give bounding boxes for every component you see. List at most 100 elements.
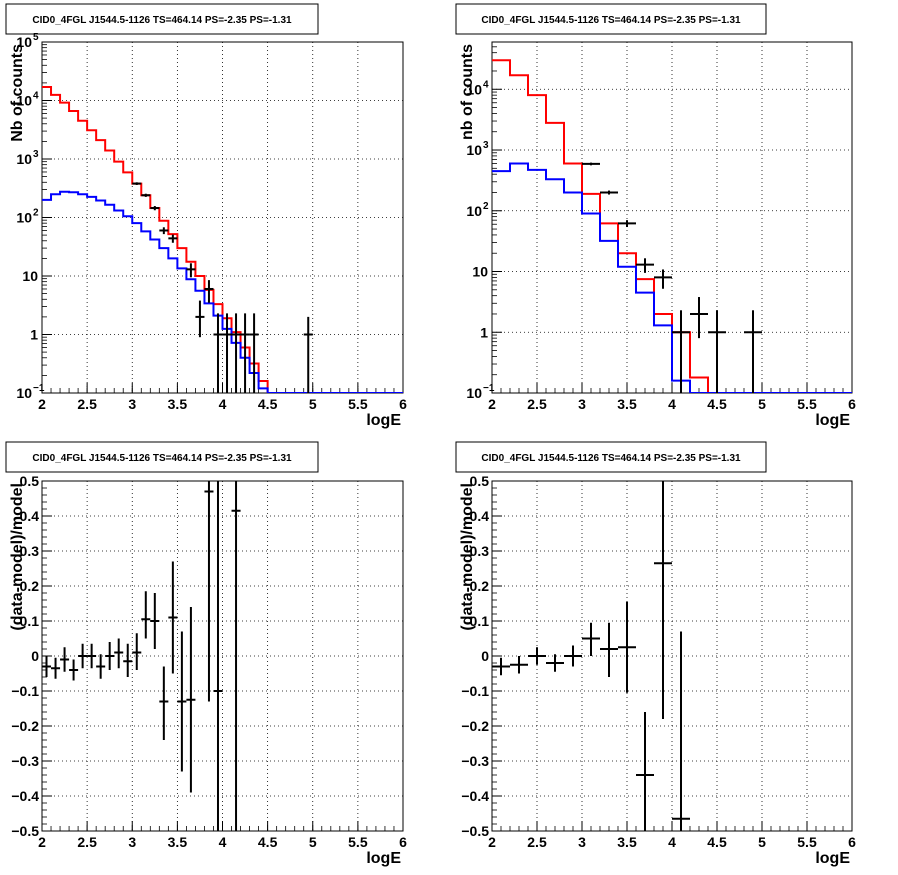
- chart-title-box: [5, 3, 319, 35]
- y-tick-exponent: 2: [483, 201, 489, 212]
- y-tick-label: −0.2: [461, 718, 489, 734]
- y-tick-label: −0.1: [11, 683, 39, 699]
- x-tick-label: 4.5: [258, 834, 278, 850]
- residual-point: [636, 712, 654, 831]
- x-tick-label: 2: [488, 396, 496, 412]
- y-tick-exponent: 3: [33, 149, 39, 160]
- x-tick-label: 5: [309, 396, 317, 412]
- x-tick-label: 2.5: [527, 396, 547, 412]
- y-tick-label: 10: [16, 151, 32, 167]
- y-tick-label: 1: [480, 324, 488, 340]
- y-tick-label: −0.5: [11, 823, 39, 839]
- x-tick-label: 4: [668, 396, 676, 412]
- residual-point: [159, 666, 169, 740]
- x-tick-label: 5: [758, 396, 766, 412]
- residual-point: [69, 659, 79, 681]
- data-point: [744, 310, 762, 393]
- data-point: [618, 220, 636, 228]
- y-tick-label: 10: [16, 210, 32, 226]
- y-tick-label: 10: [472, 264, 488, 280]
- y-tick-label: 0.1: [20, 613, 40, 629]
- y-tick-label: 0.4: [20, 508, 40, 524]
- chart-title: CID0_4FGL J1544.5-1126 TS=464.14 PS=-2.3…: [481, 453, 741, 464]
- x-tick-label: 4.5: [258, 396, 278, 412]
- chart-title: CID0_4FGL J1544.5-1126 TS=464.14 PS=-2.3…: [481, 15, 741, 26]
- residual-point: [60, 647, 70, 672]
- residual-point: [564, 645, 582, 667]
- y-tick-label: 1: [30, 327, 38, 343]
- data-point: [654, 269, 672, 289]
- y-tick-label: −0.1: [461, 683, 489, 699]
- residual-point: [168, 561, 178, 674]
- x-tick-label: 2: [38, 396, 46, 412]
- data-point: [600, 190, 618, 195]
- residual-point: [528, 647, 546, 665]
- data-point: [240, 313, 250, 393]
- y-axis-label: Nb of counts: [9, 44, 26, 142]
- y-tick-exponent: −1: [33, 383, 45, 394]
- data-point: [672, 310, 690, 393]
- residual-point: [654, 481, 672, 719]
- y-tick-exponent: 4: [483, 79, 489, 90]
- y-tick-label: −0.3: [461, 753, 489, 769]
- y-axis-label: nb of counts: [459, 44, 476, 140]
- residual-point: [231, 481, 241, 831]
- chart-panel-2: CID0_4FGL J1544.5-1126 TS=464.14 PS=-2.3…: [455, 3, 856, 429]
- y-tick-label: 0: [31, 648, 39, 664]
- chart-title-box: [455, 441, 767, 473]
- residual-point: [204, 481, 214, 702]
- y-tick-exponent: −1: [483, 383, 495, 394]
- residual-point: [96, 654, 106, 679]
- x-tick-label: 3: [578, 396, 586, 412]
- data-point: [195, 300, 205, 338]
- y-tick-label: 10: [16, 93, 32, 109]
- x-tick-label: 4: [219, 834, 227, 850]
- residual-point: [150, 593, 160, 649]
- residual-point: [42, 656, 52, 677]
- x-tick-label: 2: [488, 834, 496, 850]
- x-tick-label: 4: [219, 396, 227, 412]
- residual-point: [78, 643, 88, 669]
- x-tick-label: 3.5: [168, 396, 188, 412]
- y-tick-label: −0.5: [461, 823, 489, 839]
- y-tick-label: 10: [466, 142, 482, 158]
- plot-area: [492, 59, 852, 393]
- residual-point: [546, 654, 564, 672]
- y-tick-label: −0.2: [11, 718, 39, 734]
- chart-title: CID0_4FGL J1544.5-1126 TS=464.14 PS=-2.3…: [32, 453, 292, 464]
- data-point: [204, 280, 214, 303]
- y-axis-label: (data-model)/model: [9, 483, 26, 631]
- x-tick-label: 2: [38, 834, 46, 850]
- x-tick-label: 3: [578, 834, 586, 850]
- y-tick-label: 0.2: [470, 578, 490, 594]
- data-point: [231, 313, 241, 393]
- y-tick-exponent: 3: [483, 140, 489, 151]
- y-tick-label: 0.5: [470, 473, 490, 489]
- y-tick-label: 10: [16, 385, 32, 401]
- x-axis-label: logE: [366, 850, 401, 867]
- histogram-series-2: [42, 190, 403, 393]
- histogram-series-1: [42, 86, 403, 393]
- residual-point: [672, 631, 690, 831]
- chart-panel-3: CID0_4FGL J1544.5-1126 TS=464.14 PS=-2.3…: [5, 441, 407, 867]
- data-point: [186, 263, 196, 278]
- x-tick-label: 3.5: [168, 834, 188, 850]
- data-point: [636, 258, 654, 273]
- x-tick-label: 6: [848, 396, 856, 412]
- residual-point: [132, 633, 142, 670]
- chart-title-box: [5, 441, 319, 473]
- data-point: [222, 313, 232, 393]
- x-tick-label: 3: [128, 396, 136, 412]
- y-tick-label: 10: [466, 203, 482, 219]
- y-tick-label: 0.3: [20, 543, 40, 559]
- data-point: [159, 227, 169, 235]
- x-tick-label: 5: [309, 834, 317, 850]
- residual-point: [582, 622, 600, 656]
- plot-area: [492, 481, 690, 831]
- residual-point: [105, 642, 115, 670]
- x-axis-label: logE: [815, 412, 850, 429]
- residual-point: [114, 638, 124, 669]
- x-axis-label: logE: [366, 412, 401, 429]
- x-tick-label: 5.5: [797, 396, 817, 412]
